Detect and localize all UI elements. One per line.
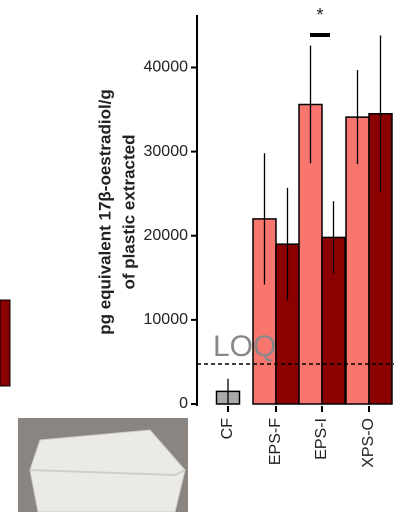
- x-tick-label: EPS-F: [267, 418, 284, 465]
- x-tick-label: CF: [219, 418, 236, 440]
- cropped-bar: [0, 299, 11, 387]
- y-tick-label: 40000: [144, 59, 189, 76]
- x-tick-label: XPS-O: [360, 418, 377, 468]
- loq-label: LOQ: [213, 330, 276, 363]
- photo: [18, 418, 188, 512]
- y-tick-label: 30000: [144, 143, 189, 160]
- significance-label: *: [316, 5, 323, 25]
- y-tick-label: 10000: [144, 311, 189, 328]
- y-axis-label: of plastic extracted: [119, 135, 138, 290]
- y-tick-label: 0: [179, 395, 188, 412]
- y-tick-label: 20000: [144, 227, 189, 244]
- y-axis-label: pg equivalent 17β-oestradiol/g: [95, 89, 114, 335]
- x-tick-label: EPS-I: [313, 418, 330, 460]
